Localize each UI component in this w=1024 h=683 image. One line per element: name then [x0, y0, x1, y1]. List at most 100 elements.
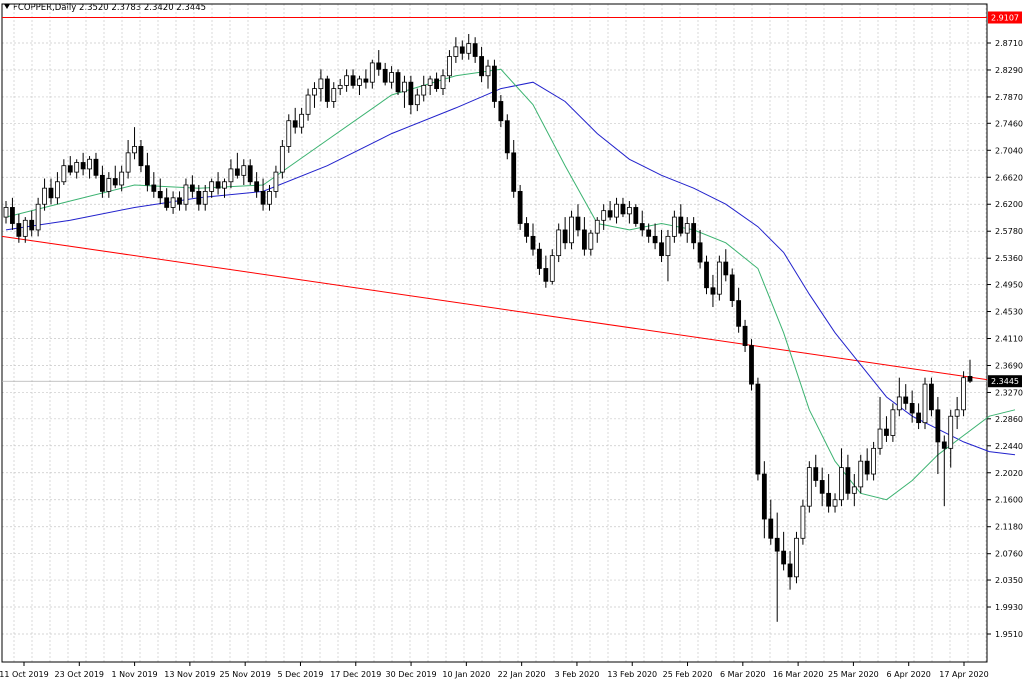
candle [800, 499, 806, 545]
candle-body-bullish [588, 232, 594, 250]
candle [626, 201, 632, 224]
candle-body-bullish [344, 75, 350, 86]
x-tick-label: 13 Nov 2019 [164, 670, 215, 679]
dropdown-arrow-icon[interactable] [4, 4, 10, 9]
candle-body-bullish [61, 165, 67, 183]
y-tick-label: 2.2440 [995, 442, 1023, 451]
candle [324, 75, 330, 108]
candle [839, 448, 844, 507]
candle [254, 172, 260, 198]
candle [472, 37, 478, 63]
candle [890, 403, 896, 442]
chart-header: FCOPPER,Daily 2.3520 2.3783 2.3420 2.344… [4, 3, 206, 13]
candle [215, 172, 221, 195]
candle [279, 140, 285, 179]
candle [427, 75, 433, 96]
candle-body-bearish [845, 467, 851, 494]
moving-average-slow [5, 81, 1016, 456]
candle [903, 384, 909, 410]
candle [48, 178, 54, 205]
candle [395, 69, 401, 96]
candle-body-bearish [537, 248, 542, 269]
candle-body-bearish [659, 242, 664, 257]
candle [112, 165, 118, 189]
candle-body-bearish [382, 68, 388, 83]
candle-body-bullish [614, 203, 619, 218]
candle-body-bearish [729, 274, 735, 301]
candle-body-bearish [144, 165, 150, 186]
candle [607, 201, 613, 221]
candle-body-bearish [787, 563, 793, 578]
candle [125, 140, 131, 179]
candle-body-bullish [357, 78, 362, 86]
candle [524, 217, 529, 243]
candle-body-bearish [93, 158, 99, 176]
y-tick-label: 2.4530 [995, 308, 1023, 317]
y-tick-label: 2.6620 [995, 173, 1023, 182]
candle-body-bearish [196, 190, 202, 205]
candle [806, 461, 812, 513]
candle-body-bullish [871, 447, 876, 475]
candle-body-bearish [826, 492, 832, 507]
candle [222, 178, 227, 198]
candle [871, 441, 876, 481]
candle [312, 82, 317, 108]
candle [794, 531, 799, 584]
candle-body-bullish [222, 181, 227, 189]
y-tick-label: 2.4110 [995, 335, 1023, 344]
candle-body-bullish [331, 88, 337, 102]
candle-body-bullish [421, 84, 427, 96]
candle-body-bearish [292, 120, 298, 128]
candle-body-bullish [337, 84, 343, 90]
trendline [1, 235, 988, 381]
candle [22, 217, 28, 243]
x-tick-label: 17 Apr 2020 [939, 670, 988, 679]
candles [3, 34, 973, 622]
candle-body-bullish [209, 181, 215, 192]
candle [376, 50, 382, 76]
candle-body-bearish [324, 78, 330, 102]
candle [517, 184, 523, 230]
candle [164, 188, 170, 211]
candle-body-bullish [832, 499, 838, 507]
candle-body-bullish [241, 165, 247, 176]
candle-body-bearish [710, 287, 716, 295]
candle [511, 140, 517, 198]
candle-body-bearish [10, 207, 15, 224]
candle-body-bearish [215, 181, 221, 189]
candle-body-bearish [29, 219, 35, 231]
y-tick-label: 1.9930 [995, 603, 1023, 612]
candle [202, 184, 208, 211]
y-tick-label: 2.7460 [995, 119, 1023, 128]
candle [369, 59, 375, 89]
y-tick-label: 2.6200 [995, 200, 1023, 209]
candle [691, 217, 697, 250]
candle [909, 390, 915, 423]
candle-body-bearish [151, 184, 157, 192]
candle [196, 184, 202, 211]
candle [151, 172, 157, 198]
candle-body-bearish [376, 62, 382, 70]
candle [350, 69, 356, 89]
candle [929, 377, 934, 417]
candle-body-bullish [279, 146, 285, 173]
candle [884, 416, 889, 442]
candle [331, 82, 337, 108]
candle-body-bearish [479, 56, 484, 77]
x-tick-label: 6 Mar 2020 [720, 670, 766, 679]
candle [3, 201, 9, 224]
x-tick-label: 11 Oct 2019 [0, 670, 49, 679]
candle [318, 69, 324, 102]
candle [389, 66, 395, 89]
candle-body-bullish [594, 219, 600, 234]
candle [144, 152, 150, 192]
candle-body-bearish [100, 174, 105, 192]
candle-body-bearish [620, 203, 626, 215]
candle-body-bearish [582, 229, 587, 250]
candle-body-bullish [485, 65, 491, 77]
candle [286, 114, 292, 153]
candle [434, 72, 439, 92]
candle [42, 178, 47, 211]
candle-body-bullish [466, 43, 472, 54]
